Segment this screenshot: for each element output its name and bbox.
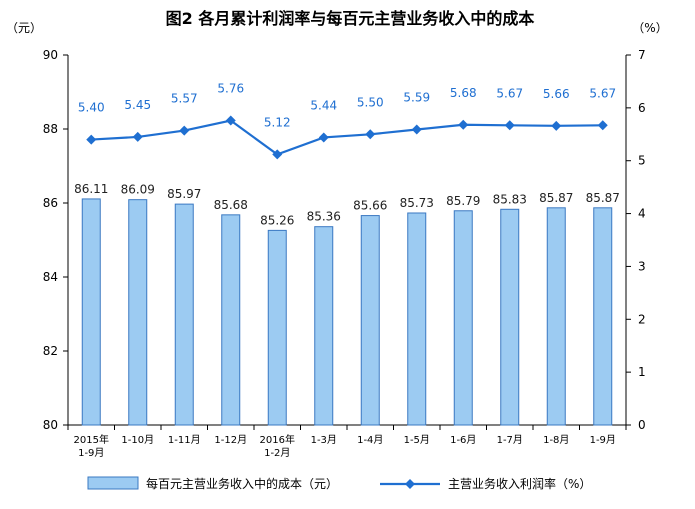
bar [128,199,148,426]
x-tick-label: 1-11月 [168,434,201,446]
bar-data-label: 85.87 [586,191,620,205]
profit-rate-line [91,119,603,156]
line-point [504,120,515,131]
line-data-label: 5.68 [450,86,477,100]
bar-data-label: 85.83 [493,192,527,206]
bar [593,207,613,426]
line-data-label: 5.45 [124,98,151,112]
legend-bar-swatch [87,476,139,490]
left-axis-unit: （元） [6,21,42,35]
line-data-label: 5.67 [589,86,616,100]
x-tick-label: 1-7月 [497,434,523,446]
bar-data-label: 86.09 [121,183,155,197]
bar-data-label: 85.66 [353,199,387,213]
x-tick-label: 1-4月 [357,434,383,446]
right-tick-label: 0 [638,418,646,432]
x-tick-label: 1-9月 [78,447,104,459]
line-data-label: 5.76 [217,82,244,96]
x-tick-label: 1-10月 [121,434,154,446]
bar [221,214,241,426]
right-axis-unit: （%） [632,21,667,35]
bar-data-label: 85.26 [260,213,294,227]
x-tick-label: 2015年 [74,433,109,446]
x-tick-label: 1-2月 [264,447,290,459]
bar-data-label: 85.73 [400,196,434,210]
x-tick-label: 1-6月 [450,434,476,446]
bar [546,207,566,426]
bar [314,226,334,426]
right-tick-label: 3 [638,259,646,273]
line-point [551,120,562,131]
x-tick-label: 1-3月 [311,434,337,446]
line-point [272,149,283,160]
bar-data-label: 86.11 [74,182,108,196]
right-tick-label: 1 [638,365,646,379]
bar-data-label: 85.97 [167,187,201,201]
chart-title: 图2 各月累计利润率与每百元主营业务收入中的成本 [166,9,535,28]
bar [500,208,520,426]
line-data-label: 5.40 [78,101,105,115]
bar [174,203,194,426]
right-tick-label: 7 [638,48,646,62]
bar-data-label: 85.36 [307,210,341,224]
line-data-label: 5.59 [403,91,430,105]
x-tick-label: 1-5月 [404,434,430,446]
x-tick-label: 1-9月 [590,434,616,446]
bar [267,229,287,426]
line-point [458,119,469,130]
bar [453,210,473,426]
line-point [225,115,236,126]
x-tick-label: 2016年 [260,433,295,446]
bar-data-label: 85.68 [214,198,248,212]
left-tick-label: 82 [43,344,58,358]
bar-data-label: 85.79 [446,194,480,208]
left-tick-label: 86 [43,196,58,210]
left-tick-label: 88 [43,122,58,136]
legend-line-label: 主营业务收入利润率（%） [448,476,591,491]
bar [81,198,101,426]
right-tick-label: 4 [638,207,646,221]
left-tick-label: 90 [43,48,58,62]
line-data-label: 5.50 [357,95,384,109]
line-point [365,129,376,140]
left-tick-label: 84 [43,270,58,284]
bar [407,212,427,426]
line-point [318,132,329,143]
line-point [132,131,143,142]
left-tick-label: 80 [43,418,58,432]
line-data-label: 5.12 [264,115,291,129]
line-data-label: 5.66 [543,87,570,101]
right-tick-label: 2 [638,312,646,326]
x-tick-label: 1-8月 [543,434,569,446]
line-data-label: 5.44 [310,98,337,112]
line-point [597,120,608,131]
legend-line-marker [405,479,415,489]
line-data-label: 5.57 [171,92,198,106]
line-point [86,134,97,145]
bar [360,215,380,426]
legend-bar-label: 每百元主营业务收入中的成本（元） [146,476,338,491]
bar-data-label: 85.87 [539,191,573,205]
right-tick-label: 5 [638,154,646,168]
right-tick-label: 6 [638,101,646,115]
line-point [179,125,190,136]
line-data-label: 5.67 [496,86,523,100]
line-point [411,124,422,135]
x-tick-label: 1-12月 [214,434,247,446]
